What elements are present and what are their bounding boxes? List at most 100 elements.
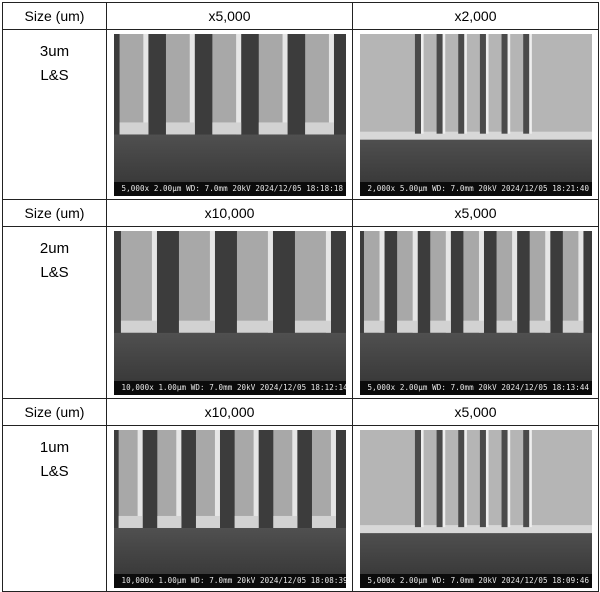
magnification-header: x10,000 xyxy=(106,398,353,426)
line-foot xyxy=(236,320,273,333)
sem-info-bar: 2,000x 5.00μm WD: 7.0mm 20kV 2024/12/05 … xyxy=(359,181,592,196)
line-foot xyxy=(396,320,418,333)
resist-line xyxy=(272,429,297,528)
substrate-region xyxy=(113,133,346,182)
ls-label: L&S xyxy=(40,67,69,84)
line-foot xyxy=(496,320,517,333)
wd-readout: WD: 7.0mm xyxy=(190,575,233,585)
resist-line xyxy=(496,230,517,333)
wd-readout: WD: 7.0mm xyxy=(432,575,474,585)
resist-line xyxy=(396,230,418,333)
trench-line xyxy=(501,429,508,527)
scale-bar: 2.00μm xyxy=(400,381,428,395)
line-foot xyxy=(429,320,451,333)
scale-bar: 5.00μm xyxy=(400,182,428,196)
sem-micrograph: 2,000x 5.00μm WD: 7.0mm 20kV 2024/12/05 … xyxy=(359,33,592,196)
line-highlight xyxy=(528,33,532,134)
kv-readout: 20kV xyxy=(478,183,497,193)
image-row: 3um L&S 5,000x 2.00μm WD: 7.0mm 20kV 2024/… xyxy=(2,29,599,200)
sidewall-highlight xyxy=(379,230,385,333)
resist-line xyxy=(294,230,331,333)
sem-micrograph: 5,000x 2.00μm WD: 7.0mm 20kV 2024/12/05 … xyxy=(359,230,592,395)
substrate-region xyxy=(113,527,346,574)
header-row: Size (um) x10,000 x5,000 xyxy=(2,398,599,426)
line-foot xyxy=(211,121,241,134)
trench-line xyxy=(414,429,421,527)
mag-readout: 5,000x xyxy=(367,575,396,585)
wd-readout: WD: 7.0mm xyxy=(186,183,228,193)
kv-readout: 20kV xyxy=(236,575,256,585)
size-header: Size (um) xyxy=(2,2,107,30)
resist-line xyxy=(562,230,583,333)
trench-line xyxy=(436,429,443,527)
line-foot xyxy=(118,515,143,528)
line-foot xyxy=(529,320,550,333)
line-highlight xyxy=(420,33,424,134)
mag-readout: 10,000x xyxy=(121,575,154,585)
sem-lines-graphic xyxy=(113,429,346,574)
sidewall-highlight xyxy=(511,230,517,333)
sidewall-highlight xyxy=(267,230,273,333)
resist-line xyxy=(120,230,157,333)
line-highlight xyxy=(463,33,467,134)
magnification-header: x2,000 xyxy=(352,2,599,30)
datetime-readout: 2024/12/05 18:08:39 xyxy=(260,575,346,585)
sem-lines-graphic xyxy=(359,230,592,381)
sem-lines-graphic xyxy=(359,33,592,182)
background-region xyxy=(359,429,592,531)
sem-info-bar: 5,000x 2.00μm WD: 7.0mm 20kV 2024/12/05 … xyxy=(113,181,346,196)
trench-line xyxy=(522,33,529,134)
trench-line xyxy=(479,429,486,527)
sidewall-highlight xyxy=(330,429,336,528)
sem-image-cell: 10,000x 1.00μm WD: 7.0mm 20kV 2024/12/05… xyxy=(106,226,353,399)
substrate-region xyxy=(359,530,592,574)
background-region xyxy=(113,429,346,528)
line-highlight xyxy=(485,429,489,527)
resist-line xyxy=(156,429,181,528)
line-highlight xyxy=(442,33,445,134)
sem-micrograph: 5,000x 2.00μm WD: 7.0mm 20kV 2024/12/05 … xyxy=(113,33,346,196)
trench-line xyxy=(414,33,421,134)
magnification-header: x5,000 xyxy=(106,2,353,30)
line-foot xyxy=(363,320,385,333)
magnification-header: x10,000 xyxy=(106,199,353,227)
substrate-region xyxy=(359,332,592,381)
resist-line xyxy=(462,230,484,333)
resist-line xyxy=(236,230,273,333)
header-row: Size (um) x10,000 x5,000 xyxy=(2,199,599,227)
background-region xyxy=(359,33,592,138)
line-foot xyxy=(119,121,148,134)
magnification-header: x5,000 xyxy=(352,398,599,426)
sem-micrograph: 10,000x 1.00μm WD: 7.0mm 20kV 2024/12/05… xyxy=(113,230,346,395)
sidewall-highlight xyxy=(544,230,550,333)
sem-micrograph: 10,000x 1.00μm WD: 7.0mm 20kV 2024/12/05… xyxy=(113,429,346,588)
trench-line xyxy=(522,429,529,527)
substrate-region xyxy=(359,137,592,182)
sem-lines-graphic xyxy=(113,33,346,182)
line-foot xyxy=(272,515,297,528)
sem-info-bar: 10,000x 1.00μm WD: 7.0mm 20kV 2024/12/05… xyxy=(113,380,346,395)
datetime-readout: 2024/12/05 18:09:46 xyxy=(501,575,590,585)
sem-image-cell: 5,000x 2.00μm WD: 7.0mm 20kV 2024/12/05 … xyxy=(106,29,353,200)
resist-line xyxy=(363,230,385,333)
size-header: Size (um) xyxy=(2,199,107,227)
kv-readout: 20kV xyxy=(232,183,251,193)
line-space-label: 1um L&S xyxy=(2,425,107,592)
kv-readout: 20kV xyxy=(236,382,256,392)
wd-readout: WD: 7.0mm xyxy=(432,183,474,193)
sidewall-highlight xyxy=(189,33,195,134)
image-row: 1um L&S 10,000x 1.00μm WD: 7.0mm 20kV 2024… xyxy=(2,425,599,592)
sem-info-bar: 10,000x 1.00μm WD: 7.0mm 20kV 2024/12/05… xyxy=(113,573,346,588)
resist-line xyxy=(311,429,336,528)
line-highlight xyxy=(420,429,424,527)
sem-image-cell: 5,000x 2.00μm WD: 7.0mm 20kV 2024/12/05 … xyxy=(352,226,599,399)
trench-line xyxy=(436,33,443,134)
ls-label: L&S xyxy=(40,264,69,281)
line-space-label: 3um L&S xyxy=(2,29,107,200)
sidewall-highlight xyxy=(235,33,241,134)
datetime-readout: 2024/12/05 18:13:44 xyxy=(501,382,590,392)
sem-lines-graphic xyxy=(113,230,346,381)
resist-line xyxy=(529,230,550,333)
magnification-header: x5,000 xyxy=(352,199,599,227)
